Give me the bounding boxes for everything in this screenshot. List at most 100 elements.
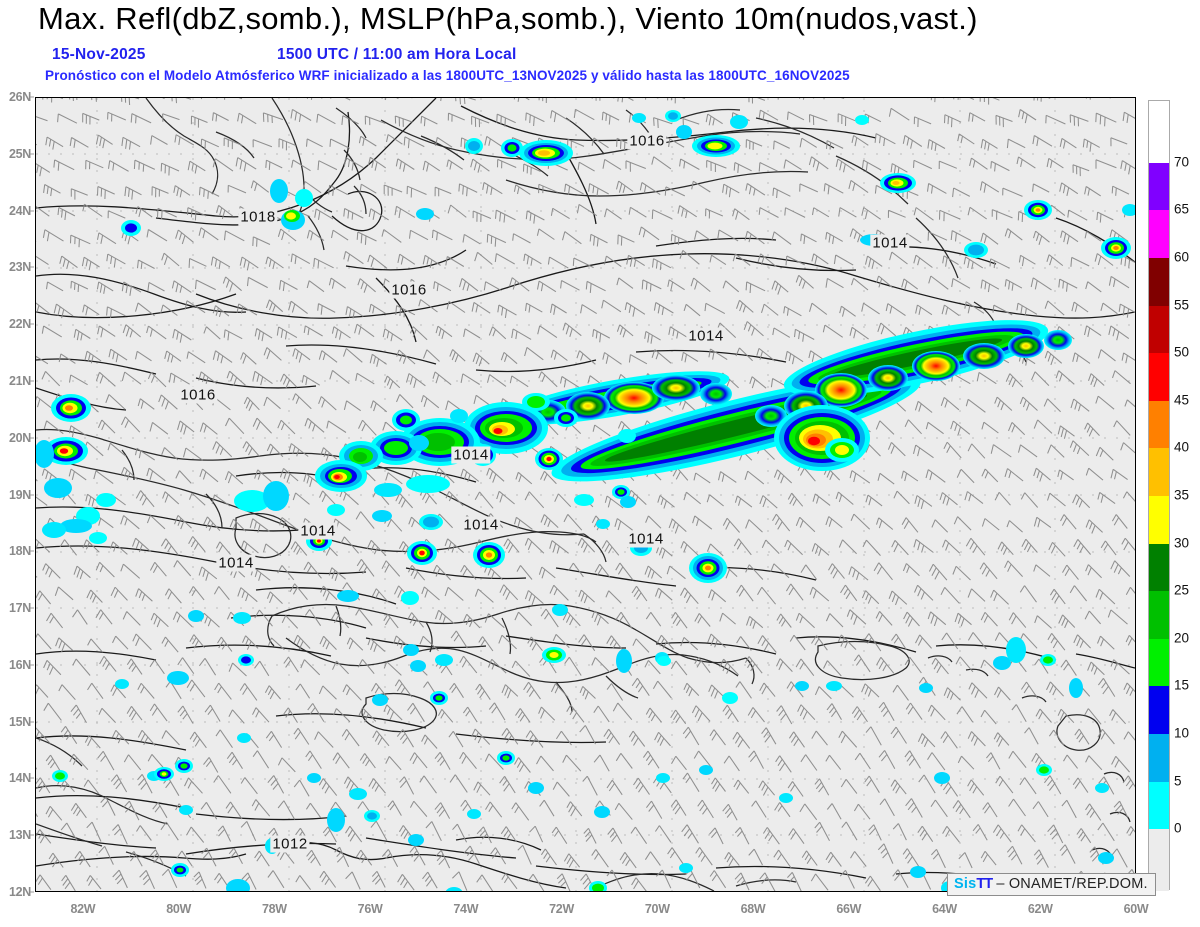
- colorbar-tick-15: 15: [1174, 677, 1190, 693]
- colorbar-tick-20: 20: [1174, 630, 1190, 646]
- isobar-label: 1014: [686, 327, 726, 345]
- lat-tick-12N: 12N: [8, 885, 31, 899]
- attribution-box: SisTT – ONAMET/REP.DOM.: [947, 873, 1156, 896]
- lat-tick-mark: [30, 891, 34, 893]
- isobar-label: 1014: [298, 522, 338, 540]
- colorbar-swatch-above-max: [1149, 101, 1169, 163]
- colorbar-swatch-30-35: [1149, 496, 1169, 544]
- lat-tick-mark: [30, 550, 34, 552]
- colorbar-tick-65: 65: [1174, 201, 1190, 217]
- colorbar-tick-25: 25: [1174, 582, 1190, 598]
- lat-tick-14N: 14N: [8, 771, 31, 786]
- lat-tick-23N: 23N: [8, 260, 31, 275]
- lat-tick-15N: 15N: [8, 714, 31, 729]
- colorbar-tick-40: 40: [1174, 439, 1190, 455]
- isobar-label: 1014: [216, 554, 256, 572]
- isobar-label: 1014: [870, 234, 910, 252]
- colorbar-tick-60: 60: [1174, 249, 1190, 265]
- colorbar-tick-50: 50: [1174, 344, 1190, 360]
- forecast-time: 1500 UTC / 11:00 am Hora Local: [277, 46, 517, 63]
- colorbar-swatch-5-10: [1149, 733, 1169, 782]
- lat-tick-mark: [30, 153, 34, 155]
- colorbar-swatch-25-30: [1149, 543, 1169, 592]
- isobar-label: 1016: [627, 132, 667, 150]
- colorbar-swatch-20-25: [1149, 591, 1169, 639]
- lat-tick-mark: [30, 210, 34, 212]
- forecast-date: 15-Nov-2025: [52, 46, 146, 63]
- lat-tick-mark: [30, 266, 34, 268]
- colorbar-tick-30: 30: [1174, 535, 1190, 551]
- reflectivity-field: [36, 110, 1135, 891]
- lon-tick-76W: 76W: [357, 902, 383, 916]
- chart-header: Max. Refl(dbZ,somb.), MSLP(hPa,somb.), V…: [0, 0, 1200, 95]
- colorbar-tick-10: 10: [1174, 725, 1190, 741]
- colorbar-swatch-10-15: [1149, 686, 1169, 734]
- lat-tick-mark: [30, 380, 34, 382]
- isobar-label: 1012: [270, 835, 310, 853]
- lon-tick-64W: 64W: [932, 902, 957, 916]
- lat-tick-17N: 17N: [8, 601, 31, 616]
- colorbar-tick-45: 45: [1174, 392, 1190, 408]
- lat-tick-24N: 24N: [8, 203, 31, 218]
- lat-tick-22N: 22N: [8, 317, 31, 332]
- lat-tick-13N: 13N: [8, 828, 31, 843]
- colorbar-swatch-35-40: [1149, 448, 1169, 496]
- colorbar-swatch-55-60: [1149, 258, 1169, 306]
- lat-tick-21N: 21N: [8, 373, 31, 388]
- colorbar-swatch-45-50: [1149, 353, 1169, 401]
- isobar-label: 1014: [461, 516, 501, 534]
- lat-tick-mark: [30, 834, 34, 836]
- longitude-axis: 82W 80W 78W 76W 74W 72W 70W 68W 66W 64W 62W 60W: [0, 892, 1200, 927]
- colorbar-tick-70: 70: [1174, 154, 1190, 170]
- isobar-label: 1014: [626, 530, 666, 548]
- wind-barbs: [36, 98, 1135, 891]
- lon-tick-82W: 82W: [70, 902, 96, 916]
- isobar-label: 1016: [389, 281, 429, 299]
- colorbar-tick-35: 35: [1174, 487, 1190, 503]
- lon-tick-80W: 80W: [166, 902, 191, 916]
- colorbar-swatch-40-45: [1149, 400, 1169, 449]
- colorbar-tick-5: 5: [1174, 773, 1182, 789]
- weather-map[interactable]: 1016 1018 1016 1014 1016 1014 1014 1014 1014 1014…: [35, 97, 1136, 892]
- colorbar-tick-0: 0: [1174, 820, 1182, 836]
- lat-tick-mark: [30, 96, 34, 98]
- lat-tick-mark: [30, 777, 34, 779]
- lon-tick-78W: 78W: [261, 902, 287, 916]
- isobar-label: 1014: [451, 446, 491, 464]
- model-description: Pronóstico con el Modelo Atmósferico WRF…: [45, 68, 850, 83]
- lon-tick-70W: 70W: [644, 902, 670, 916]
- lon-tick-72W: 72W: [549, 902, 574, 916]
- lon-tick-66W: 66W: [836, 902, 862, 916]
- map-canvas: [36, 98, 1135, 891]
- latitude-axis: 26N 25N 24N 23N 22N 21N 20N 19N 18N 17N 16N 15N 14N 1…: [0, 0, 35, 927]
- lat-tick-25N: 25N: [8, 146, 31, 161]
- isobar-label: 1018: [238, 208, 278, 226]
- attribution-tt: TT: [976, 876, 993, 892]
- colorbar-tick-55: 55: [1174, 297, 1190, 313]
- lat-tick-20N: 20N: [8, 430, 31, 445]
- colorbar-swatch-60-65: [1149, 210, 1169, 259]
- lat-tick-16N: 16N: [8, 657, 31, 672]
- lat-tick-mark: [30, 664, 34, 666]
- colorbar-swatch-0-5: [1149, 781, 1169, 830]
- page-title: Max. Refl(dbZ,somb.), MSLP(hPa,somb.), V…: [38, 1, 978, 36]
- lon-tick-68W: 68W: [740, 902, 766, 916]
- reflectivity-colorbar[interactable]: [1148, 100, 1170, 891]
- colorbar-swatch-15-20: [1149, 638, 1169, 687]
- lon-tick-62W: 62W: [1027, 902, 1053, 916]
- lat-tick-mark: [30, 494, 34, 495]
- lat-tick-26N: 26N: [8, 90, 31, 104]
- lat-tick-mark: [30, 721, 34, 723]
- lon-tick-60W: 60W: [1123, 902, 1149, 916]
- lat-tick-mark: [30, 437, 34, 439]
- lat-tick-18N: 18N: [8, 544, 31, 559]
- lat-tick-mark: [30, 607, 34, 609]
- colorbar-swatch-50-55: [1149, 305, 1169, 354]
- lon-tick-74W: 74W: [453, 902, 479, 916]
- lat-tick-mark: [30, 323, 34, 325]
- isobar-label: 1016: [178, 386, 218, 404]
- lat-tick-19N: 19N: [8, 487, 31, 502]
- attribution-sis: Sis: [954, 876, 977, 892]
- attribution-agency: – ONAMET/REP.DOM.: [996, 876, 1148, 892]
- colorbar-swatch-65-70: [1149, 162, 1169, 211]
